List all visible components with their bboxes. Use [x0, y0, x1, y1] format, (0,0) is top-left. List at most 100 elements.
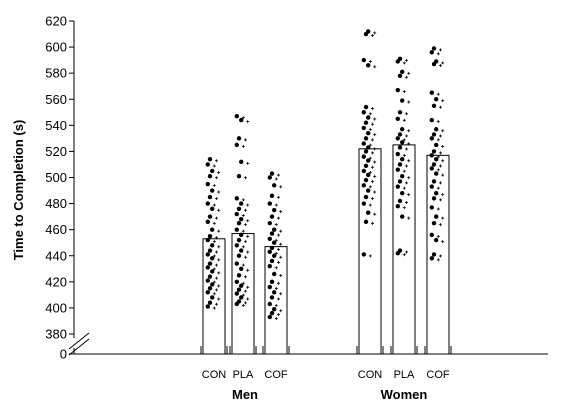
data-point [207, 286, 213, 291]
data-point [363, 104, 369, 110]
data-point [366, 145, 371, 150]
data-point [272, 240, 277, 245]
data-point [395, 87, 400, 93]
data-point [366, 63, 371, 68]
data-point [434, 59, 439, 64]
data-point [207, 261, 213, 266]
data-point [205, 290, 210, 295]
data-point [397, 73, 403, 78]
data-point [269, 245, 275, 251]
data-point [366, 29, 371, 34]
data-point [361, 154, 366, 159]
data-point [205, 219, 210, 225]
category-label: CON [358, 369, 383, 381]
category-label: COF [264, 369, 288, 381]
data-point [269, 279, 275, 285]
data-point [431, 252, 437, 257]
axis-break-mark [68, 338, 90, 356]
data-point [363, 194, 369, 200]
data-point [234, 227, 239, 232]
data-point [361, 183, 366, 188]
data-point [207, 274, 213, 279]
data-point [239, 295, 244, 300]
data-point [431, 103, 437, 108]
data-point [366, 188, 371, 193]
data-point [361, 110, 366, 115]
data-point [205, 162, 210, 167]
data-point [397, 56, 403, 62]
data-point [397, 110, 403, 115]
data-point [361, 141, 366, 146]
data-point [236, 206, 242, 211]
y-tick-label: 620 [45, 14, 67, 29]
data-point [207, 233, 213, 239]
axes [68, 21, 548, 356]
data-point [431, 46, 437, 51]
data-point [429, 153, 434, 158]
data-point [236, 299, 242, 304]
data-point [267, 284, 272, 290]
data-point [397, 132, 403, 137]
data-point [269, 295, 275, 300]
data-point [267, 220, 272, 226]
data-point [395, 116, 400, 122]
data-point [236, 287, 242, 292]
data-point [236, 273, 242, 278]
data-point [361, 57, 366, 63]
data-point [431, 149, 437, 154]
data-point [397, 198, 403, 204]
data-point [234, 291, 239, 296]
data-point [272, 183, 277, 188]
y-tick-label: 0 [60, 347, 67, 362]
data-point [366, 210, 371, 215]
data-point [434, 97, 439, 102]
data-point [267, 175, 272, 180]
y-tick-label: 520 [45, 144, 67, 159]
data-point [395, 184, 400, 189]
data-point [272, 207, 277, 213]
data-point [395, 167, 400, 172]
data-point [234, 279, 239, 285]
data-point [205, 265, 210, 270]
data-point [207, 214, 213, 219]
data-point [236, 220, 242, 226]
y-axis-title: Time to Completion (s) [11, 120, 26, 261]
data-point [429, 90, 434, 95]
data-point [272, 290, 277, 295]
data-point [395, 203, 400, 209]
bar-women-pla [392, 144, 416, 355]
data-point [236, 253, 242, 258]
y-tick-label: 560 [45, 92, 67, 107]
data-point [429, 256, 434, 261]
data-point [395, 136, 400, 141]
data-point [234, 211, 239, 217]
data-point [429, 232, 434, 238]
data-point [205, 201, 210, 206]
data-point [269, 214, 275, 219]
data-point [267, 263, 272, 269]
data-point [400, 157, 405, 162]
data-point [400, 140, 405, 145]
category-label: CON [202, 369, 227, 381]
data-point [366, 130, 371, 136]
data-point [207, 173, 213, 179]
data-point [363, 120, 369, 125]
data-point [366, 115, 371, 120]
data-point [210, 206, 215, 211]
data-point [363, 163, 369, 168]
data-point [207, 194, 213, 200]
axis-break-mark [68, 332, 90, 350]
data-point [400, 214, 405, 219]
data-point [400, 173, 405, 179]
data-point [366, 158, 371, 163]
data-point [429, 205, 434, 210]
data-point [434, 190, 439, 196]
data-point [429, 136, 434, 141]
data-point [210, 269, 215, 274]
data-point [210, 282, 215, 287]
y-tick-label: 420 [45, 274, 67, 289]
data-point [429, 117, 434, 123]
data-point [269, 193, 275, 198]
y-tick-label: 460 [45, 222, 67, 237]
data-point [429, 166, 434, 171]
